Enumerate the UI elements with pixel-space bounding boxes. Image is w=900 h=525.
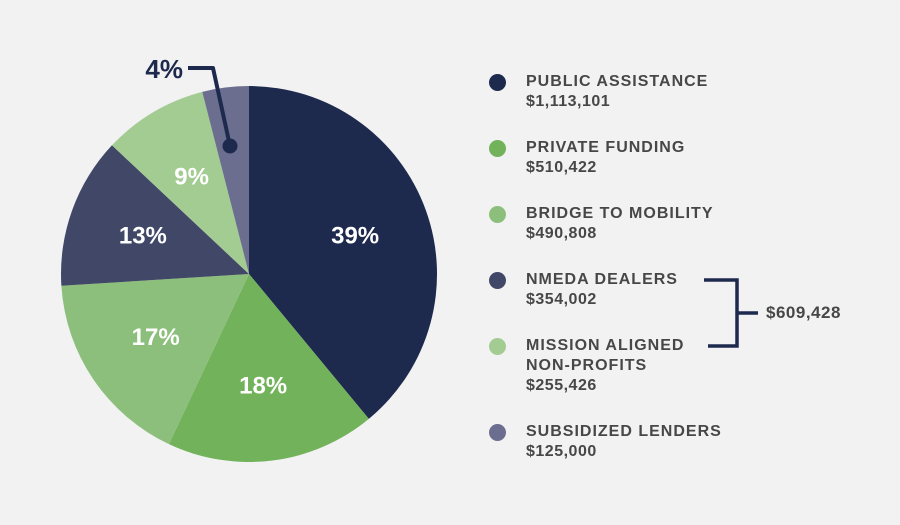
pie-percent-label-5: 9% <box>174 163 209 190</box>
legend-label: PUBLIC ASSISTANCE <box>526 73 709 90</box>
legend-item-1: PUBLIC ASSISTANCE $1,113,101 <box>489 72 819 112</box>
callout-4pct: 4% <box>145 54 238 154</box>
pie-slice-labels: 39% 18% 17% 13% 9% <box>119 163 379 399</box>
legend-amount: $510,422 <box>526 159 597 176</box>
legend: PUBLIC ASSISTANCE $1,113,101 PRIVATE FUNDI… <box>489 72 819 462</box>
legend-item-2: PRIVATE FUNDING $510,422 <box>489 138 819 178</box>
pie-slice-2 <box>168 274 369 462</box>
legend-item-4: NMEDA DEALERS $354,002 <box>489 270 819 310</box>
pie-slice-6 <box>202 86 249 274</box>
pie-percent-label-4: 13% <box>119 222 167 249</box>
legend-label: PRIVATE FUNDING <box>526 139 686 156</box>
legend-item-6: SUBSIDIZED LENDERS $125,000 <box>489 422 819 462</box>
legend-amount: $1,113,101 <box>526 93 611 110</box>
legend-item-3: BRIDGE TO MOBILITY $490,808 <box>489 204 819 244</box>
pie-percent-label-3: 17% <box>132 324 180 351</box>
legend-dot-icon <box>489 206 506 223</box>
legend-label: SUBSIDIZED LENDERS <box>526 423 722 440</box>
pie-slice-4 <box>61 145 249 286</box>
legend-dot-icon <box>489 272 506 289</box>
pie-slice-1 <box>249 86 438 419</box>
legend-dot-icon <box>489 338 506 355</box>
bracket-total: $609,428 <box>766 303 841 322</box>
legend-label: MISSION ALIGNED NON-PROFITS <box>526 337 685 374</box>
callout-line <box>188 66 232 147</box>
pie-percent-label-1: 39% <box>331 222 379 249</box>
legend-dot-icon <box>489 424 506 441</box>
pie-slices <box>61 86 438 462</box>
pie-slice-3 <box>61 274 250 445</box>
callout-dot <box>222 138 238 154</box>
legend-amount: $490,808 <box>526 225 597 242</box>
legend-item-5: MISSION ALIGNED NON-PROFITS $255,426 <box>489 336 819 396</box>
pie-percent-label-2: 18% <box>239 372 287 399</box>
legend-dot-icon <box>489 140 506 157</box>
legend-label: BRIDGE TO MOBILITY <box>526 205 714 222</box>
callout-percent-label: 4% <box>145 54 183 84</box>
legend-label: NMEDA DEALERS <box>526 271 678 288</box>
legend-amount: $125,000 <box>526 443 597 460</box>
legend-amount: $255,426 <box>526 377 597 394</box>
legend-amount: $354,002 <box>526 291 597 308</box>
pie-slice-5 <box>111 91 250 274</box>
legend-dot-icon <box>489 74 506 91</box>
